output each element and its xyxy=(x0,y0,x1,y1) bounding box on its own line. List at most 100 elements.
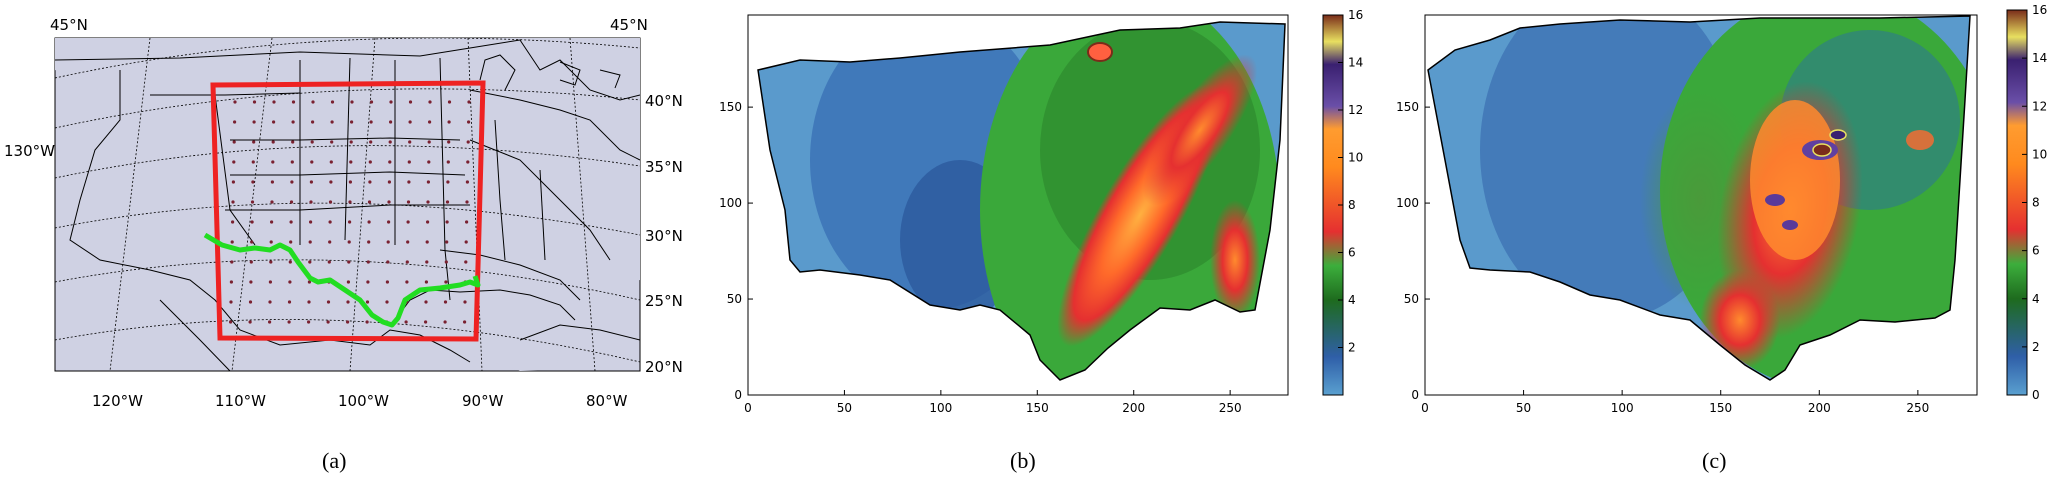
grid-point xyxy=(467,100,471,104)
grid-point xyxy=(346,320,350,324)
grid-point xyxy=(229,300,233,304)
y-tick-label: 50 xyxy=(727,292,742,306)
grid-point xyxy=(288,260,292,264)
grid-point xyxy=(366,280,370,284)
grid-point xyxy=(268,300,272,304)
grid-point xyxy=(287,300,292,304)
grid-point xyxy=(444,260,448,264)
grid-point xyxy=(427,160,431,164)
caption-c: (c) xyxy=(1702,448,1726,473)
grid-point xyxy=(233,100,237,104)
grid-point xyxy=(231,220,235,224)
grid-point xyxy=(447,120,451,124)
grid-point xyxy=(308,240,312,244)
grid-point xyxy=(408,140,412,144)
grid-point xyxy=(311,100,315,104)
grid-point xyxy=(404,320,408,324)
x-tick-label: 100 xyxy=(929,401,952,415)
grid-point xyxy=(270,180,274,184)
x-tick-label: 250 xyxy=(1906,401,1929,415)
grid-point xyxy=(309,200,313,204)
grid-point xyxy=(248,300,253,304)
lon-label-90: 90°W xyxy=(462,392,504,410)
grid-point xyxy=(385,300,389,304)
field-c xyxy=(1428,16,1970,380)
grid-point xyxy=(307,280,311,284)
colorbar-tick-label: 6 xyxy=(2032,244,2040,258)
x-tick-label: 50 xyxy=(1516,401,1531,415)
colorbar-tick-label: 14 xyxy=(1348,56,1363,70)
grid-point xyxy=(252,120,256,124)
grid-point xyxy=(270,220,274,224)
grid-point xyxy=(346,280,350,284)
grid-point xyxy=(249,280,253,284)
grid-point xyxy=(465,220,469,224)
grid-point xyxy=(231,200,235,204)
lon-label-left: 130°W xyxy=(4,142,55,160)
grid-point xyxy=(406,220,410,224)
grid-point xyxy=(426,200,430,204)
grid-point xyxy=(366,260,370,264)
grid-point xyxy=(349,160,353,164)
grid-point xyxy=(465,200,469,204)
lon-label-110: 110°W xyxy=(215,392,266,410)
field-c-max-2 xyxy=(1829,129,1847,141)
grid-point xyxy=(288,280,292,284)
panel-c-heatmap: 0 50 100 150 200 250 0 50 100 150 0 2 4 6 8 10 12 14 16 (… xyxy=(1396,3,2047,473)
grid-point xyxy=(443,320,447,324)
grid-point xyxy=(330,100,335,104)
lat-label-top-left: 45°N xyxy=(50,16,88,34)
caption-a: (a) xyxy=(322,448,346,473)
grid-point xyxy=(405,280,409,284)
grid-point xyxy=(405,260,409,264)
grid-point xyxy=(252,140,256,144)
grid-point xyxy=(291,140,295,144)
panel-b-heatmap: 0 50 100 150 200 250 0 50 100 150 2 4 6 8 10 12 14 16 (b… xyxy=(719,8,1363,473)
grid-point xyxy=(425,260,429,264)
field-c-purple-3 xyxy=(1782,220,1798,230)
colorbar-tick-label: 12 xyxy=(1348,103,1363,117)
colorbar-tick-label: 6 xyxy=(1348,246,1356,260)
grid-point xyxy=(328,240,332,244)
lat-label-top-right: 45°N xyxy=(610,16,648,34)
field-c-purple-2 xyxy=(1765,194,1785,206)
grid-point xyxy=(290,180,294,184)
grid-point xyxy=(407,180,411,184)
grid-point xyxy=(446,180,450,184)
grid-point xyxy=(445,240,449,244)
grid-point xyxy=(289,200,294,204)
grid-point xyxy=(229,320,233,324)
grid-point xyxy=(327,260,331,264)
political-borders xyxy=(54,39,641,372)
grid-point xyxy=(268,320,272,324)
grid-point xyxy=(428,120,432,124)
grid-point xyxy=(287,320,291,324)
colorbar-tick-label: 4 xyxy=(2032,292,2040,306)
land-north-america xyxy=(55,38,640,371)
grid-point xyxy=(389,100,393,104)
grid-point xyxy=(369,120,373,124)
grid-point xyxy=(271,140,275,144)
grid-point xyxy=(424,320,428,324)
grid-point xyxy=(291,100,296,104)
grid-point xyxy=(272,120,276,124)
lat-label-20: 20°N xyxy=(645,358,683,376)
grid-point xyxy=(369,140,373,144)
x-tick-label: 200 xyxy=(1808,401,1831,415)
axes-b: 0 50 100 150 200 250 0 50 100 150 xyxy=(719,100,1242,415)
grid-point xyxy=(350,120,354,124)
grid-point xyxy=(464,240,468,244)
grid-point xyxy=(365,300,370,304)
grid-point xyxy=(426,220,430,224)
grid-point xyxy=(443,300,448,304)
colorbar-b-ticks: 2 4 6 8 10 12 14 16 xyxy=(1338,8,1363,355)
grid-point xyxy=(406,200,411,204)
grid-point xyxy=(447,100,452,104)
grid-point xyxy=(446,160,450,164)
grid-point xyxy=(307,300,311,304)
x-tick-label: 200 xyxy=(1122,401,1145,415)
grid-point xyxy=(387,180,391,184)
grid-point xyxy=(386,240,390,244)
field-b-outline xyxy=(757,21,1286,381)
